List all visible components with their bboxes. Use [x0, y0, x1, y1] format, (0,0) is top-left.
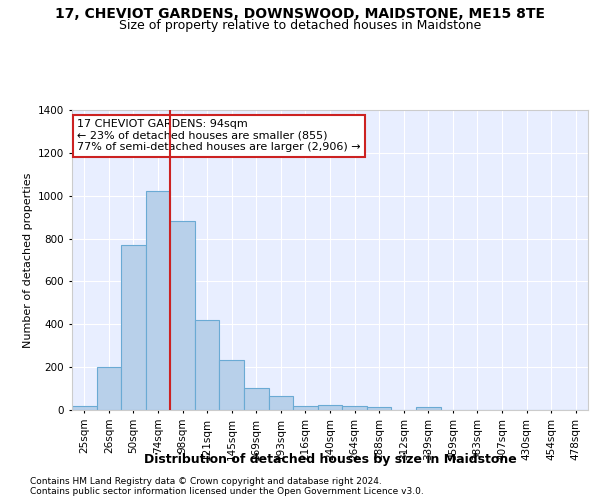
Text: Contains HM Land Registry data © Crown copyright and database right 2024.: Contains HM Land Registry data © Crown c… [30, 478, 382, 486]
Bar [244, 388, 269, 410]
Bar [416, 407, 440, 410]
Bar [72, 406, 97, 410]
Bar [170, 222, 195, 410]
Bar [195, 320, 220, 410]
Bar [220, 360, 244, 410]
Bar [318, 404, 342, 410]
Bar [293, 406, 318, 410]
Text: 17 CHEVIOT GARDENS: 94sqm
← 23% of detached houses are smaller (855)
77% of semi: 17 CHEVIOT GARDENS: 94sqm ← 23% of detac… [77, 119, 361, 152]
Text: Distribution of detached houses by size in Maidstone: Distribution of detached houses by size … [143, 452, 517, 466]
Bar [97, 367, 121, 410]
Bar [146, 192, 170, 410]
Bar [121, 245, 146, 410]
Text: Size of property relative to detached houses in Maidstone: Size of property relative to detached ho… [119, 18, 481, 32]
Bar [342, 406, 367, 410]
Text: 17, CHEVIOT GARDENS, DOWNSWOOD, MAIDSTONE, ME15 8TE: 17, CHEVIOT GARDENS, DOWNSWOOD, MAIDSTON… [55, 8, 545, 22]
Y-axis label: Number of detached properties: Number of detached properties [23, 172, 32, 348]
Bar [269, 396, 293, 410]
Bar [367, 407, 391, 410]
Text: Contains public sector information licensed under the Open Government Licence v3: Contains public sector information licen… [30, 488, 424, 496]
